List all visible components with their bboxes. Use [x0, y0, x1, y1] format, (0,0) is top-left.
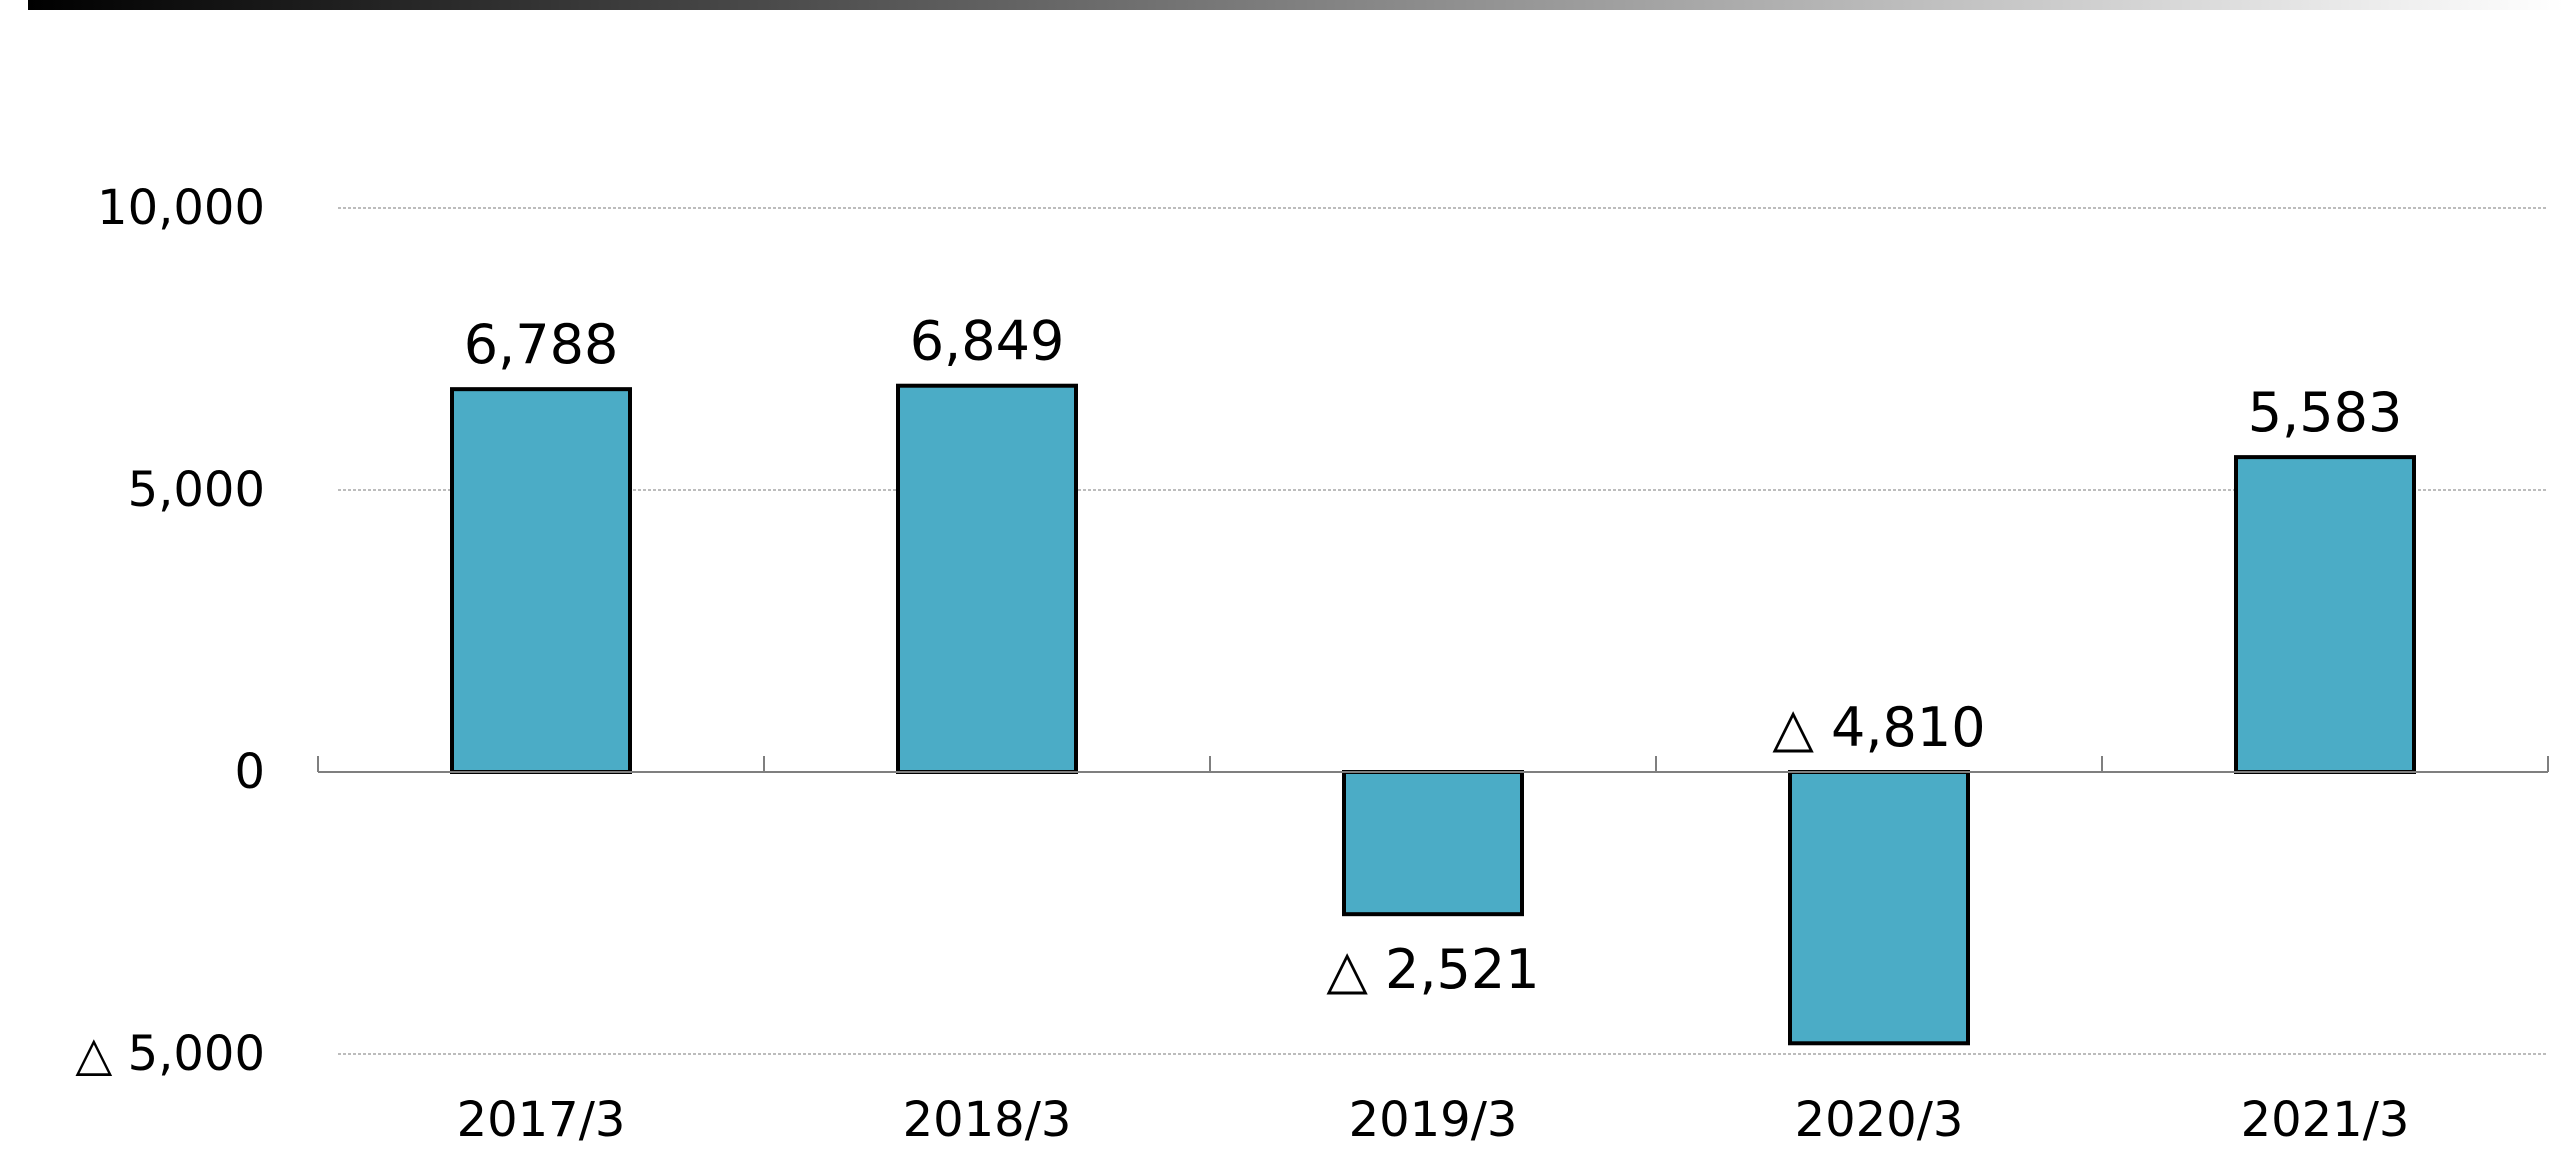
bars — [450, 383, 2416, 1046]
data-label: 6,849 — [910, 310, 1065, 373]
x-tick-label: 2020/3 — [1795, 1092, 1964, 1148]
data-label: 5,583 — [2248, 381, 2403, 444]
data-label: △ 2,521 — [1326, 938, 1539, 1001]
bar-2018-3 — [896, 383, 1078, 774]
data-label: 6,788 — [464, 313, 619, 376]
bar-2017-3 — [450, 387, 632, 774]
data-labels: 6,788 6,849 △ 2,521 △ 4,810 5,583 — [464, 310, 2403, 1001]
gridlines — [338, 207, 2548, 1055]
bar-2019-3 — [1342, 770, 1524, 917]
x-axis — [317, 756, 2549, 773]
x-axis-labels: 2017/3 2018/3 2019/3 2020/3 2021/3 — [457, 1092, 2410, 1148]
x-tick-label: 2019/3 — [1349, 1092, 1518, 1148]
x-tick-label: 2021/3 — [2241, 1092, 2410, 1148]
header-gradient-bar — [28, 0, 2564, 10]
x-tick-label: 2018/3 — [903, 1092, 1072, 1148]
y-tick-label: 0 — [234, 744, 265, 800]
y-tick-label: 5,000 — [128, 462, 265, 518]
y-tick-label: △ 5,000 — [75, 1026, 265, 1082]
y-axis-ticks: 10,000 5,000 0 △ 5,000 — [75, 180, 265, 1082]
y-tick-label: 10,000 — [97, 180, 265, 236]
x-tick-label: 2017/3 — [457, 1092, 626, 1148]
bar-2021-3 — [2234, 455, 2416, 774]
data-label: △ 4,810 — [1772, 696, 1985, 759]
bar-2020-3 — [1788, 770, 1970, 1046]
